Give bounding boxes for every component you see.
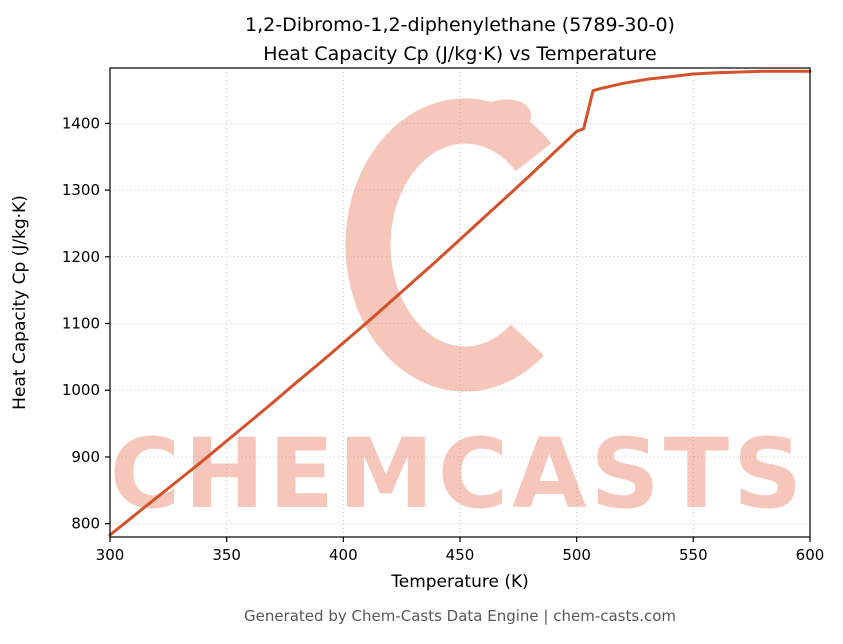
chart-title-line1: 1,2-Dibromo-1,2-diphenylethane (5789-30-… (245, 14, 675, 36)
svg-text:1400: 1400 (62, 114, 100, 132)
svg-text:900: 900 (71, 448, 100, 466)
svg-text:300: 300 (96, 546, 125, 564)
svg-text:800: 800 (71, 515, 100, 533)
x-axis-label: Temperature (K) (390, 572, 529, 592)
chart-title-line2: Heat Capacity Cp (J/kg·K) vs Temperature (263, 42, 657, 65)
svg-text:1200: 1200 (62, 248, 100, 266)
svg-text:1100: 1100 (62, 315, 100, 333)
svg-text:550: 550 (679, 546, 708, 564)
svg-text:350: 350 (212, 546, 241, 564)
chemcasts-logo-watermark: CHEMCASTS (110, 98, 806, 530)
svg-text:600: 600 (796, 546, 825, 564)
svg-text:1000: 1000 (62, 381, 100, 399)
svg-text:1300: 1300 (62, 181, 100, 199)
svg-text:500: 500 (562, 546, 591, 564)
svg-text:400: 400 (329, 546, 358, 564)
watermark-text: CHEMCASTS (110, 418, 806, 530)
gridlines (109, 68, 811, 537)
y-axis-label: Heat Capacity Cp (J/kg·K) (10, 195, 30, 410)
cp-line-series (108, 69, 812, 537)
chart-title: 1,2-Dibromo-1,2-diphenylethane (5789-30-… (110, 11, 810, 68)
axis-ticks: 300 350 400 450 500 550 600 800 900 1000 1100 1200 1… (62, 114, 825, 564)
footer-credit: Generated by Chem-Casts Data Engine | ch… (243, 607, 677, 625)
svg-text:450: 450 (446, 546, 475, 564)
